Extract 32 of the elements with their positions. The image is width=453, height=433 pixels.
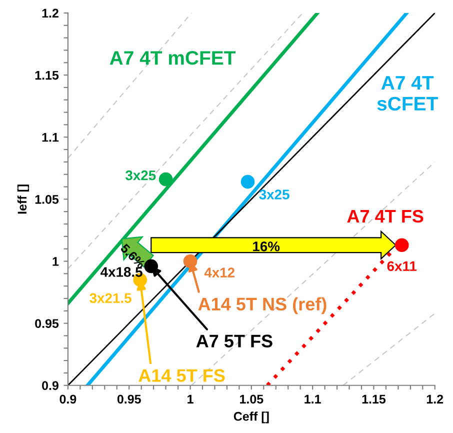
- annotation: A7 4T mCFET: [110, 50, 236, 65]
- data-label: 3x21.5: [90, 293, 132, 304]
- x-tick-label: 1: [188, 394, 194, 404]
- y-tick-label: 0.9: [42, 381, 58, 390]
- point: [158, 172, 173, 186]
- data-label: 4x12: [204, 268, 234, 278]
- data-label: 3x25: [259, 190, 290, 200]
- point: [394, 238, 409, 252]
- annotation: A14 5T FS: [138, 369, 225, 382]
- x-tick-label: 1.1: [304, 394, 321, 404]
- annotation: A7 5T FS: [196, 334, 272, 348]
- x-tick-label: 0.9: [60, 394, 76, 404]
- annotation: A7 4T FS: [347, 210, 424, 223]
- y-tick-label: 1.2: [42, 8, 58, 18]
- x-tick-label: 0.95: [117, 394, 141, 404]
- y-tick-label: 1.15: [35, 70, 59, 80]
- data-label: 6x11: [387, 261, 417, 272]
- y-axis-title: Ieff []: [17, 184, 30, 214]
- annotation: 16%: [253, 241, 280, 252]
- point: [240, 174, 255, 189]
- x-tick-label: 1.2: [426, 394, 444, 404]
- x-axis-title: Ceff []: [234, 412, 269, 424]
- annotation: A7 4T sCFET: [377, 76, 438, 111]
- y-tick-label: 1.05: [35, 194, 59, 204]
- annotation: A14 5T NS (ref): [198, 297, 326, 314]
- x-tick-label: 1.15: [362, 394, 386, 404]
- y-tick-label: 1: [52, 257, 59, 266]
- data-label: 4x18.5: [100, 267, 142, 277]
- y-tick-label: 1.1: [42, 133, 59, 142]
- x-tick-label: 1.05: [240, 394, 264, 404]
- y-tick-label: 0.95: [35, 319, 59, 328]
- data-label: 3x25: [126, 170, 156, 180]
